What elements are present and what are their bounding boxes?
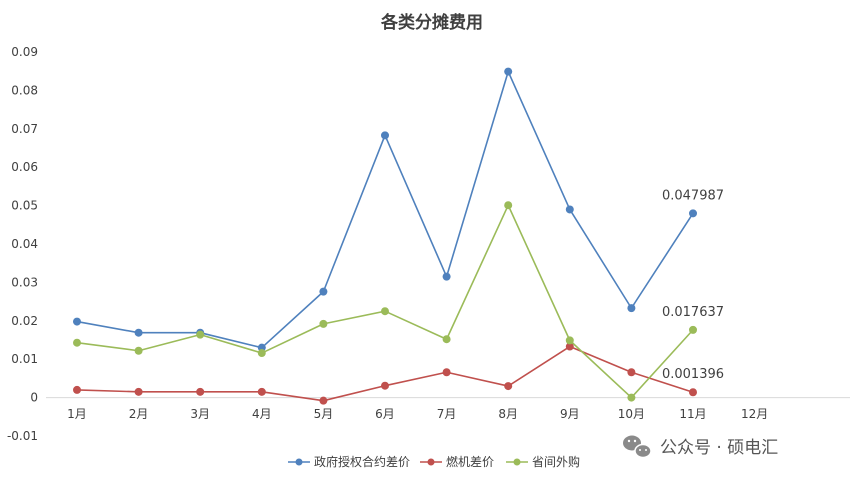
data-labels: 0.047987 0.001396 0.017637	[662, 188, 724, 382]
data-label: 0.047987	[662, 188, 724, 203]
y-tick-label: 0.09	[11, 45, 38, 59]
data-point	[381, 131, 389, 140]
data-point	[381, 307, 389, 316]
data-point	[73, 338, 81, 347]
x-tick-label: 8月	[498, 407, 518, 421]
data-point	[689, 325, 697, 334]
y-tick-label: 0.06	[11, 160, 38, 174]
data-point	[504, 382, 513, 391]
data-point	[565, 342, 574, 351]
chart-title: 各类分摊费用	[380, 12, 483, 33]
data-point	[196, 330, 205, 339]
data-point	[319, 319, 328, 328]
data-point	[134, 346, 143, 355]
y-tick-label: 0.05	[11, 199, 38, 213]
data-point	[689, 209, 697, 218]
y-tick-label: -0.01	[7, 429, 38, 443]
x-axis: 1月 2月 3月 4月 5月 6月 7月 8月 9月 10月 11月 12月	[46, 397, 850, 421]
data-point	[565, 205, 574, 214]
watermark-text: 公众号 · 硕电汇	[660, 438, 778, 458]
x-tick-label: 1月	[67, 407, 87, 421]
x-tick-label: 12月	[741, 407, 768, 421]
y-tick-label: 0.02	[11, 314, 38, 328]
legend-item: 政府授权合约差价	[288, 454, 410, 469]
data-point	[442, 272, 451, 281]
series-line	[76, 70, 694, 349]
data-label: 0.017637	[662, 305, 724, 320]
data-point	[442, 368, 451, 377]
wechat-icon	[623, 435, 652, 459]
series-3	[73, 201, 697, 402]
legend-marker	[513, 458, 521, 466]
watermark: 公众号 · 硕电汇	[623, 435, 778, 459]
x-tick-label: 4月	[252, 407, 272, 421]
data-point	[504, 67, 513, 76]
data-point	[442, 335, 451, 344]
legend-item: 省间外购	[506, 454, 580, 469]
x-tick-label: 2月	[129, 407, 149, 421]
x-tick-label: 6月	[375, 407, 395, 421]
series-2	[73, 342, 697, 405]
data-point	[257, 349, 266, 358]
legend-label: 燃机差价	[446, 454, 494, 469]
x-tick-label: 7月	[437, 407, 457, 421]
legend-marker	[295, 458, 303, 466]
x-tick-label: 11月	[679, 407, 706, 421]
x-tick-label: 9月	[560, 407, 580, 421]
y-tick-label: 0	[30, 391, 38, 405]
y-tick-label: 0.07	[11, 122, 38, 136]
data-point	[196, 387, 205, 396]
y-axis-ticks: 0.09 0.08 0.07 0.06 0.05 0.04 0.03 0.02 0.01 0 -0.…	[7, 45, 38, 443]
data-point	[73, 317, 81, 326]
data-point	[627, 368, 636, 377]
data-point	[134, 328, 143, 337]
data-point	[627, 304, 636, 313]
data-point	[73, 385, 81, 394]
data-label: 0.001396	[662, 367, 724, 382]
legend-label: 省间外购	[532, 454, 580, 469]
y-tick-label: 0.03	[11, 275, 38, 289]
series-1	[73, 67, 697, 352]
data-point	[689, 388, 697, 397]
series-line	[76, 345, 694, 402]
series-line	[76, 204, 694, 399]
data-point	[134, 387, 143, 396]
legend: 政府授权合约差价 燃机差价 省间外购	[288, 454, 580, 469]
y-tick-label: 0.08	[11, 83, 38, 97]
legend-marker	[427, 458, 435, 466]
data-point	[381, 381, 389, 390]
legend-item: 燃机差价	[420, 454, 494, 469]
legend-label: 政府授权合约差价	[314, 454, 410, 469]
y-tick-label: 0.01	[11, 352, 38, 366]
data-point	[504, 201, 513, 210]
x-tick-label: 10月	[618, 407, 645, 421]
y-tick-label: 0.04	[11, 237, 38, 251]
data-point	[627, 393, 636, 402]
x-tick-label: 5月	[314, 407, 334, 421]
data-point	[319, 287, 328, 296]
data-point	[565, 336, 574, 345]
data-point	[319, 396, 328, 405]
data-point	[257, 387, 266, 396]
x-tick-label: 3月	[190, 407, 210, 421]
series-layer	[73, 67, 697, 405]
